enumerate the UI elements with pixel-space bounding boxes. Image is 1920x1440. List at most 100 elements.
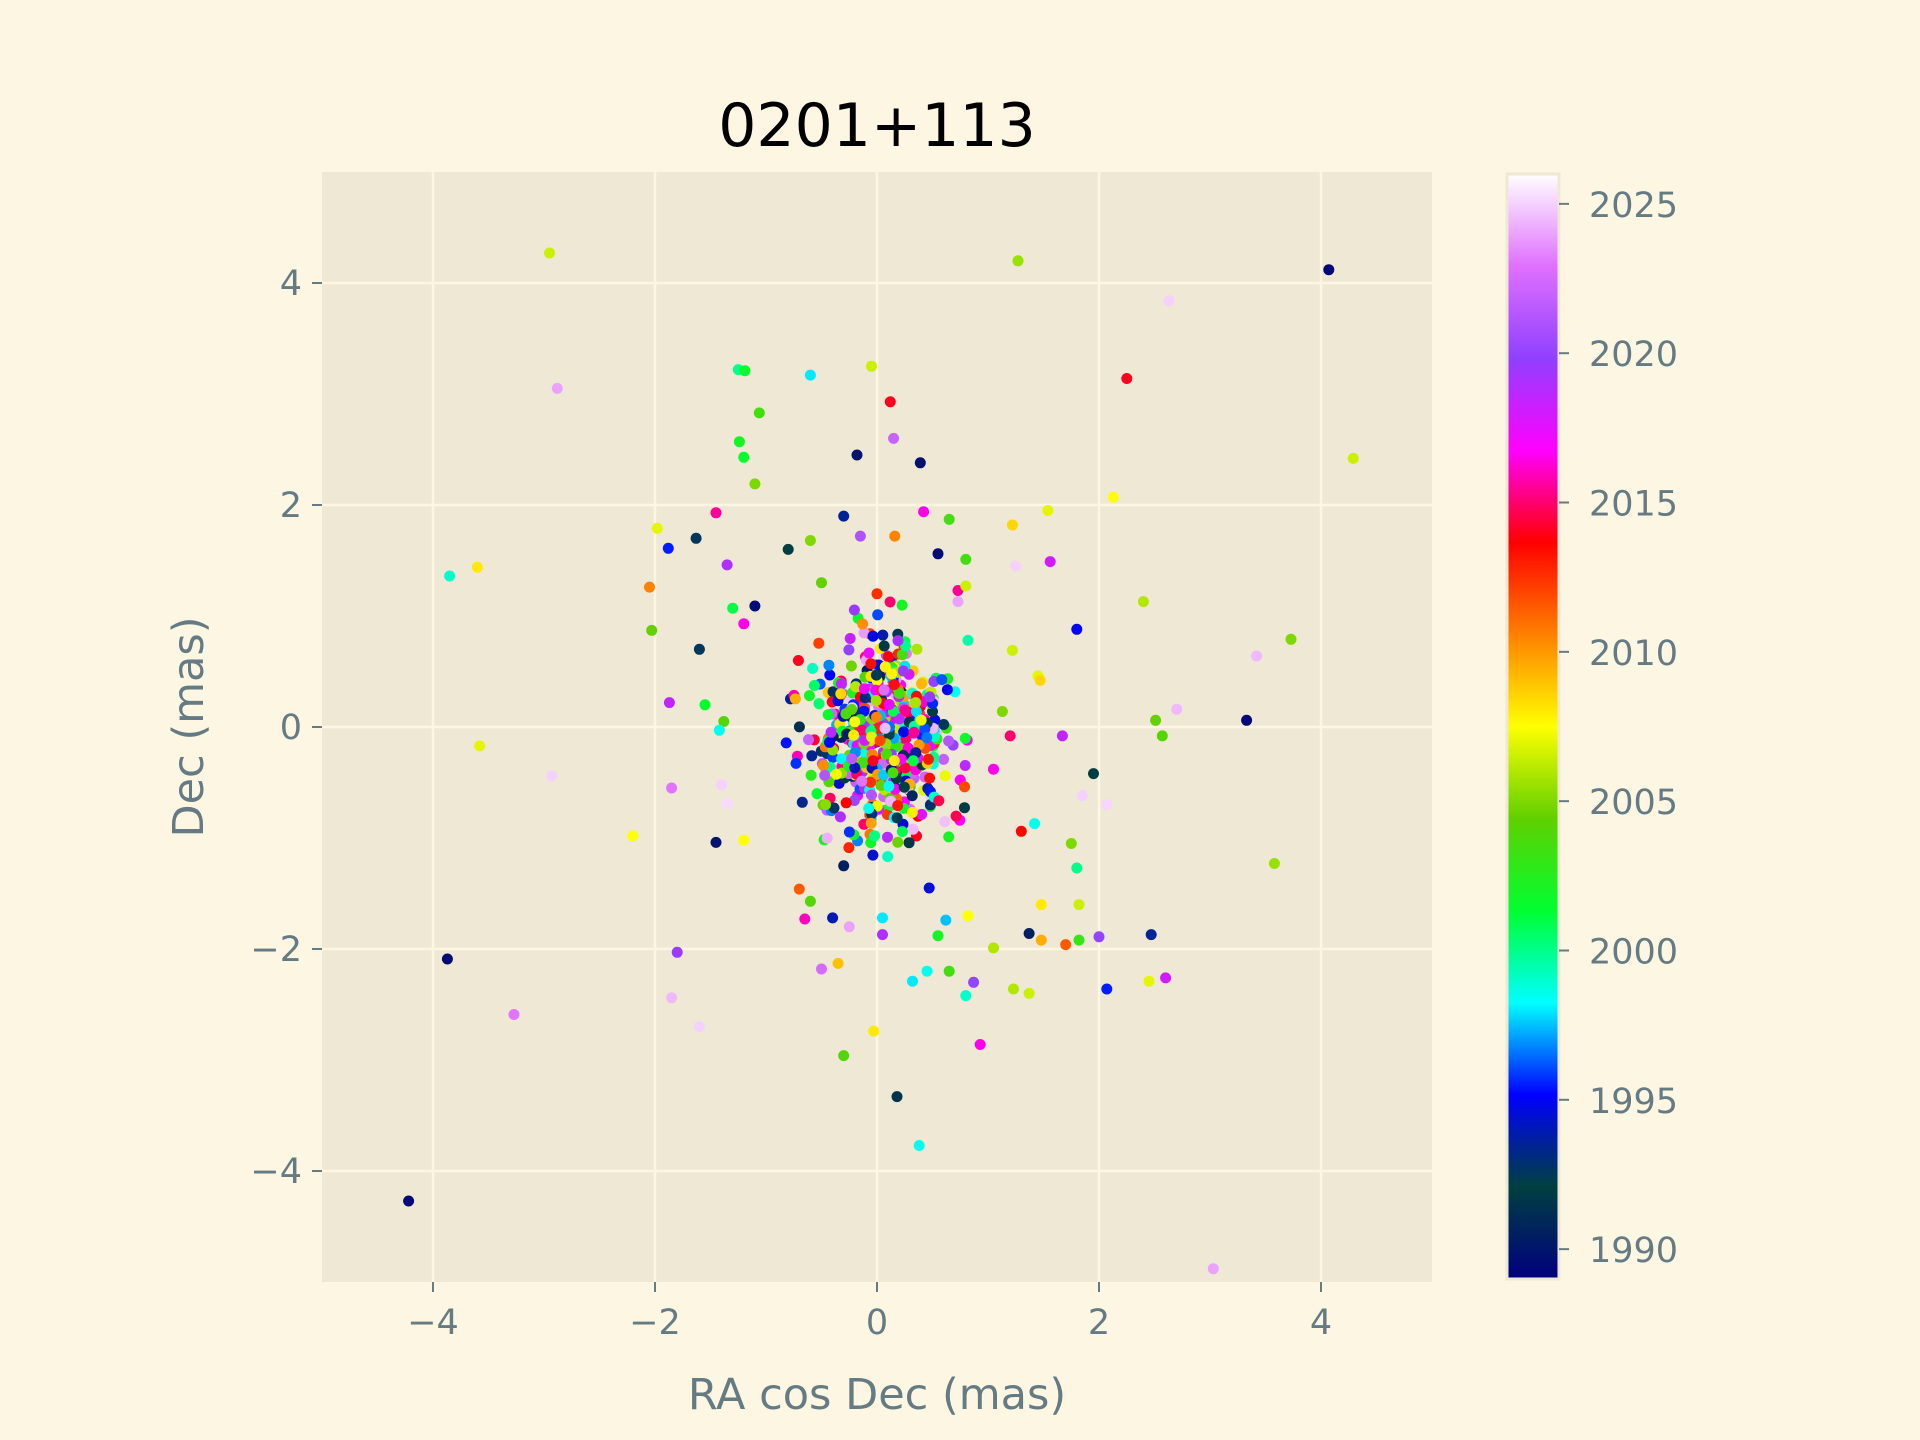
scatter-point [943,513,955,525]
scatter-point [843,644,855,656]
scatter-point [932,548,944,560]
scatter-point [666,992,678,1004]
scatter-point [817,759,829,771]
scatter-point [644,581,655,593]
scatter-point [943,735,955,747]
scatter-point [838,1050,850,1062]
scatter-point [823,659,835,671]
y-tick-label: 4 [280,264,302,304]
scatter-point [836,753,848,765]
scatter-point [816,577,827,589]
y-tick-label: −4 [250,1152,302,1192]
scatter-point [790,757,802,769]
scatter-point [883,780,895,792]
y-tick-label: 2 [280,486,302,526]
scatter-point [806,750,818,762]
scatter-point [546,770,558,782]
scatter-point [888,755,900,767]
scatter-point [824,736,835,748]
scatter-point [822,709,834,721]
scatter-point [988,763,999,775]
scatter-point [780,737,792,749]
scatter-point [898,726,910,738]
scatter-point [892,836,904,848]
scatter-point [921,732,933,744]
scatter-point [882,651,894,663]
scatter-point [804,369,816,381]
scatter-point [878,769,889,781]
scatter-point [865,817,877,829]
scatter-point [1323,264,1335,276]
scatter-point [835,688,847,700]
scatter-point [718,716,730,727]
scatter-point [1150,714,1162,726]
scatter-point [821,832,833,844]
scatter-point [834,811,846,823]
x-tick-label: −2 [629,1303,681,1343]
scatter-point [915,714,927,726]
scatter-point [1015,825,1027,837]
scatter-point [1093,931,1105,943]
scatter-point [551,382,563,394]
scatter-point [845,660,857,672]
scatter-point [1042,505,1054,516]
scatter-point [943,831,955,843]
scatter-point [663,697,675,709]
scatter-point [891,1091,903,1103]
x-tick-label: 0 [866,1303,888,1343]
scatter-point [924,691,936,703]
scatter-point [848,729,860,741]
scatter-point [878,684,890,696]
scatter-point [849,716,861,728]
scatter-point [816,963,827,975]
scatter-point [1056,730,1068,742]
scatter-point [868,1025,880,1037]
scatter-point [1073,934,1085,946]
scatter-point [804,895,816,907]
scatter-point [651,522,663,534]
scatter-point [899,762,911,774]
scatter-point [856,775,868,787]
scatter-point [938,719,950,730]
scatter-point [1145,929,1157,941]
scatter-point [690,532,702,544]
colorbar-tick-label: 2015 [1589,485,1678,525]
scatter-point [918,506,930,518]
scatter-point [936,674,948,686]
scatter-point [883,699,895,710]
scatter-point [1160,972,1172,984]
scatter-point [1268,858,1280,869]
scatter-point [1101,799,1113,811]
scatter-point [952,596,964,608]
scatter-point [1241,714,1253,726]
x-tick-label: −4 [407,1303,459,1343]
scatter-point [838,860,850,872]
scatter-point [627,830,639,842]
scatter-point [910,705,922,717]
scatter-point [828,802,840,814]
scatter-point [807,662,819,674]
scatter-point [713,724,725,736]
scatter-point [835,678,847,690]
scatter-point [882,851,894,863]
scatter-point [805,769,817,781]
scatter-point [813,637,825,649]
scatter-point [922,753,934,765]
scatter-point [849,762,861,774]
colorbar-tick-label: 2025 [1589,186,1678,226]
scatter-point [789,693,801,705]
scatter-point [1071,623,1083,635]
scatter-point [1137,596,1149,608]
scatter-point [824,669,836,681]
scatter-point [916,678,927,690]
scatter-point [441,953,453,965]
scatter-point [938,753,950,765]
scatter-point [782,543,794,555]
scatter-point [988,942,999,954]
scatter-point [733,436,745,448]
scatter-point [857,618,869,630]
scatter-point [808,680,820,691]
scatter-point [884,596,896,608]
scatter-point [710,836,722,848]
scatter-point [866,360,877,372]
